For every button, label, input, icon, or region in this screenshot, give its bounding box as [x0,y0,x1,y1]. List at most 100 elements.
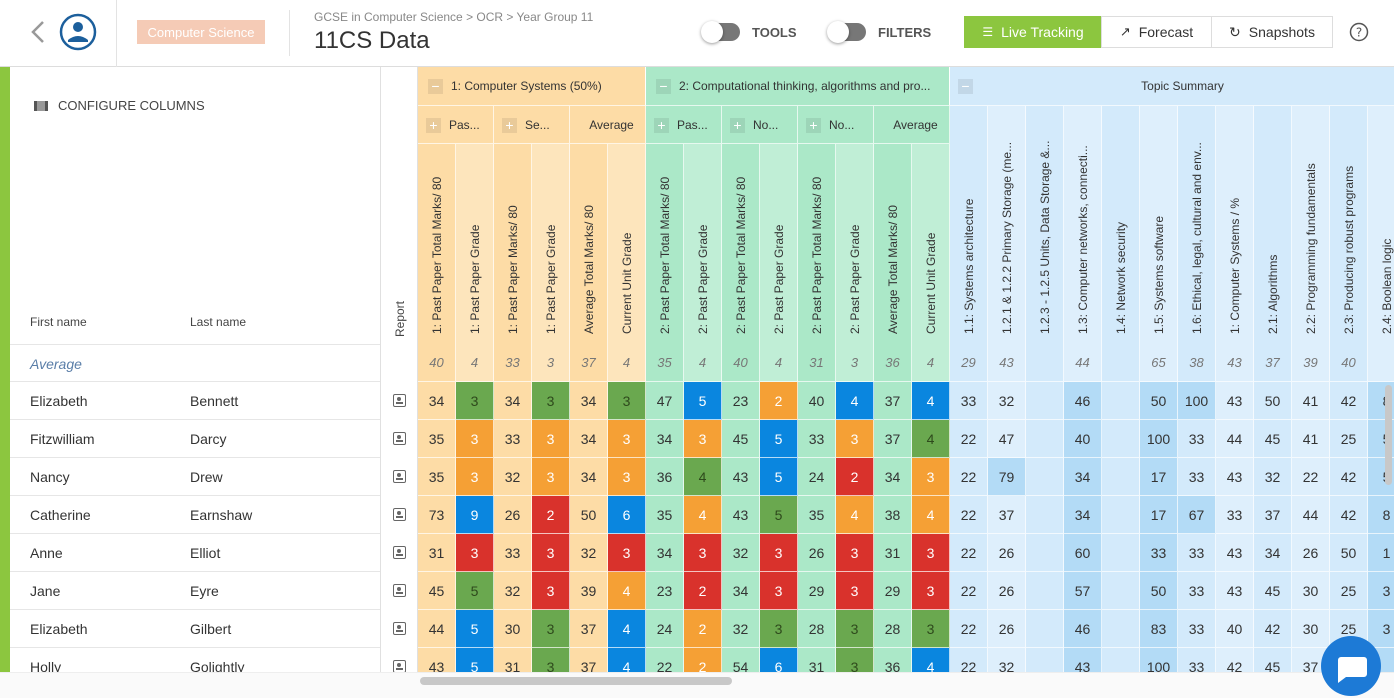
data-cell[interactable]: 33 [494,534,532,572]
data-cell[interactable]: 100 [1140,648,1178,672]
data-cell[interactable]: 50 [1140,382,1178,420]
data-cell[interactable]: 3 [1368,572,1394,610]
column-header[interactable]: Last name [190,315,247,329]
data-cell[interactable]: 60 [1064,534,1102,572]
student-row[interactable]: Catherine Earnshaw [10,496,406,534]
data-cell[interactable]: 3 [836,572,874,610]
data-cell[interactable]: 34 [570,458,608,496]
data-cell[interactable]: 4 [608,572,646,610]
data-cell[interactable]: 26 [494,496,532,534]
data-cell[interactable]: 43 [1216,534,1254,572]
data-cell[interactable]: 37 [570,610,608,648]
data-cell[interactable]: 83 [1140,610,1178,648]
data-cell[interactable]: 50 [1330,534,1368,572]
data-cell[interactable]: 25 [1330,572,1368,610]
data-cell[interactable]: 67 [1178,496,1216,534]
data-cell[interactable]: 22 [950,572,988,610]
data-cell[interactable]: 32 [494,458,532,496]
data-cell[interactable]: 5 [684,382,722,420]
data-cell[interactable]: 3 [684,420,722,458]
data-cell[interactable] [1102,572,1140,610]
report-icon[interactable] [393,394,406,407]
data-cell[interactable]: 34 [722,572,760,610]
data-cell[interactable]: 45 [722,420,760,458]
data-cell[interactable]: 5 [760,458,798,496]
data-cell[interactable]: 3 [836,610,874,648]
data-cell[interactable]: 100 [1178,382,1216,420]
data-cell[interactable]: 8 [1368,496,1394,534]
data-cell[interactable]: 26 [988,610,1026,648]
help-button[interactable]: ? [1349,22,1369,42]
data-cell[interactable]: 37 [1254,496,1292,534]
data-cell[interactable]: 3 [608,382,646,420]
data-cell[interactable]: 3 [760,534,798,572]
data-cell[interactable]: 34 [646,420,684,458]
data-cell[interactable] [1102,648,1140,672]
data-cell[interactable]: 35 [418,420,456,458]
data-cell[interactable]: 25 [1330,420,1368,458]
data-cell[interactable]: 3 [608,458,646,496]
data-cell[interactable] [1102,496,1140,534]
data-cell[interactable] [1026,420,1064,458]
data-cell[interactable]: 5 [456,648,494,672]
data-cell[interactable]: 4 [608,648,646,672]
toggle-switch[interactable] [827,21,866,43]
data-cell[interactable]: 9 [456,496,494,534]
data-cell[interactable]: 3 [608,534,646,572]
student-row[interactable]: Fitzwilliam Darcy [10,420,406,458]
column-header[interactable]: 1.5: Systems software [1140,106,1178,344]
column-header[interactable]: Average Total Marks/ 80 [570,144,608,344]
data-cell[interactable]: 2 [684,572,722,610]
column-header[interactable]: 1.1: Systems architecture [950,106,988,344]
data-cell[interactable]: 4 [912,496,950,534]
data-cell[interactable]: 3 [608,420,646,458]
student-row[interactable]: Nancy Drew [10,458,406,496]
column-header[interactable]: First name [30,315,87,329]
data-cell[interactable]: 22 [950,534,988,572]
data-cell[interactable]: 30 [1292,572,1330,610]
data-cell[interactable] [1102,420,1140,458]
data-cell[interactable]: 2 [684,648,722,672]
data-cell[interactable]: 22 [1292,458,1330,496]
report-icon[interactable] [393,584,406,597]
data-cell[interactable]: 34 [494,382,532,420]
data-cell[interactable]: 43 [418,648,456,672]
report-icon[interactable] [393,508,406,521]
data-cell[interactable]: 4 [836,382,874,420]
data-cell[interactable]: 32 [988,382,1026,420]
data-cell[interactable]: 29 [798,572,836,610]
data-cell[interactable]: 42 [1254,610,1292,648]
data-cell[interactable] [1026,496,1064,534]
data-cell[interactable]: 3 [760,610,798,648]
configure-columns[interactable]: CONFIGURE COLUMNS [34,98,205,113]
column-header[interactable]: Current Unit Grade [608,144,646,344]
data-cell[interactable]: 33 [1178,534,1216,572]
column-header[interactable]: 1: Computer Systems / % [1216,106,1254,344]
live-tracking-button[interactable]: ☰ Live Tracking [964,16,1102,48]
column-header[interactable]: 1.3: Computer networks, connecti... [1064,106,1102,344]
report-icon[interactable] [393,470,406,483]
data-cell[interactable]: 4 [684,496,722,534]
data-cell[interactable]: 47 [646,382,684,420]
data-cell[interactable]: 6 [760,648,798,672]
forecast-button[interactable]: ↗ Forecast [1101,16,1212,48]
data-cell[interactable]: 38 [874,496,912,534]
vertical-scrollbar[interactable] [1385,385,1392,485]
data-cell[interactable]: 43 [1216,458,1254,496]
data-cell[interactable]: 4 [608,610,646,648]
data-cell[interactable]: 23 [722,382,760,420]
subject-tag[interactable]: Computer Science [137,20,265,44]
data-cell[interactable]: 40 [1216,610,1254,648]
expand-button[interactable]: + [426,118,441,134]
data-cell[interactable]: 3 [456,534,494,572]
data-cell[interactable]: 45 [1254,420,1292,458]
data-cell[interactable]: 24 [646,610,684,648]
snapshots-button[interactable]: ↻ Snapshots [1211,16,1333,48]
data-cell[interactable]: 31 [494,648,532,672]
data-cell[interactable]: 4 [912,648,950,672]
data-cell[interactable]: 45 [1254,648,1292,672]
data-cell[interactable]: 3 [532,382,570,420]
data-cell[interactable]: 2 [684,610,722,648]
data-cell[interactable]: 22 [950,496,988,534]
back-button[interactable] [28,20,48,44]
